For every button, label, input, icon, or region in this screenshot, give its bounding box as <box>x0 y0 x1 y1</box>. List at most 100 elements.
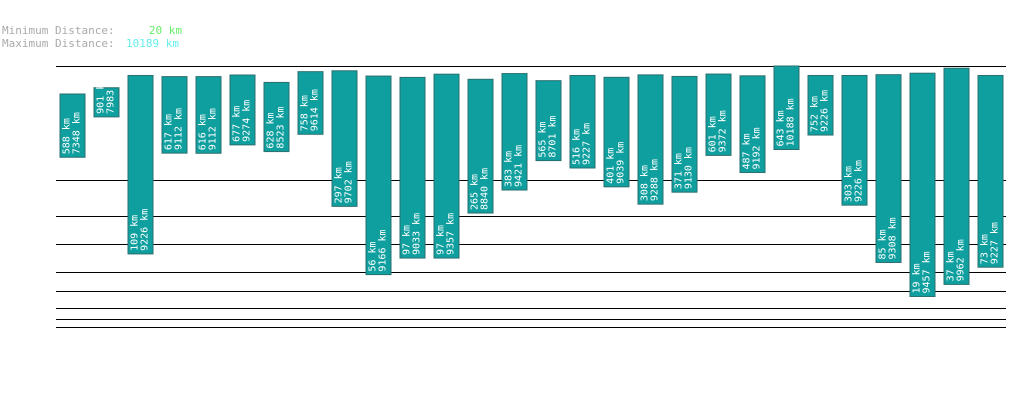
bar-rect <box>263 81 290 153</box>
bar-rect <box>297 71 324 135</box>
bar-rect <box>637 74 664 205</box>
bar-max-label: 9112 km <box>174 108 185 150</box>
bar-16: 516 km 9227 km <box>569 74 596 169</box>
bar-min-label: 565 km <box>538 121 549 157</box>
bar-rect <box>467 78 494 214</box>
bar-21: 487 km 9192 km <box>739 75 766 174</box>
max-distance-label: Maximum Distance: <box>2 37 115 50</box>
bar-max-label: 9227 km <box>990 222 1001 264</box>
bar-1: 588 km 7348 km <box>59 93 86 158</box>
bar-min-label: 643 km <box>776 110 787 146</box>
min-distance-value: 20 km <box>148 24 182 37</box>
bar-rect <box>229 74 256 146</box>
min-distance-label: Minimum Distance: <box>2 24 115 37</box>
bar-15: 565 km 8701 km <box>535 80 562 162</box>
bar-18: 308 km 9288 km <box>637 74 664 205</box>
bar-min-label: 617 km <box>164 114 175 150</box>
bar-min-label: 677 km <box>232 106 243 142</box>
bar-rect <box>909 72 936 297</box>
min-distance-row: Minimum Distance: 20 km <box>2 24 182 37</box>
bar-max-label: 9166 km <box>378 229 389 271</box>
bar-max-label: 9614 km <box>310 89 321 131</box>
bar-27: 37 km 9962 km <box>943 67 970 285</box>
bar-max-label: 9702 km <box>344 161 355 203</box>
bar-min-label: 601 km <box>708 116 719 152</box>
bar-6: 677 km 9274 km <box>229 74 256 146</box>
bar-min-label: 401 km <box>606 148 617 184</box>
bar-max-label: 9033 km <box>412 213 423 255</box>
bar-min-label: 516 km <box>572 129 583 165</box>
bar-rect <box>501 73 528 191</box>
bar-min-label: 37 km <box>946 251 957 281</box>
bar-max-label: 9357 km <box>446 213 457 255</box>
bar-rect <box>535 80 562 162</box>
bar-19: 371 km 9130 km <box>671 75 698 193</box>
bar-10: 56 km 9166 km <box>365 75 392 276</box>
bar-min-label: 97 km <box>436 225 447 255</box>
bar-max-label: 9421 km <box>514 145 525 187</box>
max-distance-row: Maximum Distance: 10189 km <box>2 37 182 50</box>
bar-min-label: 628 km <box>266 112 277 148</box>
bar-5: 616 km 9112 km <box>195 76 222 154</box>
bar-25: 85 km 9308 km <box>875 74 902 263</box>
bar-min-label: 19 km <box>912 263 923 293</box>
bar-26: 19 km 9457 km <box>909 72 936 297</box>
bar-rect <box>93 87 120 118</box>
bar-rect <box>807 74 834 136</box>
bar-max-label: 9457 km <box>922 251 933 293</box>
bar-rect <box>773 65 800 150</box>
bar-rect <box>365 75 392 276</box>
bar-max-label: 8523 km <box>276 106 287 148</box>
bar-rect <box>399 76 426 259</box>
bar-min-label: 758 km <box>300 95 311 131</box>
bar-min-label: 85 km <box>878 229 889 259</box>
bar-14: 383 km 9421 km <box>501 73 528 191</box>
bar-22: 643 km 10188 km <box>773 65 800 150</box>
bar-rect <box>739 75 766 174</box>
bar-rect <box>977 74 1004 268</box>
bar-2: 901 km 7983 km <box>93 72 120 118</box>
bar-rect <box>59 93 86 158</box>
bar-min-label: 303 km <box>844 166 855 202</box>
bar-min-label: 297 km <box>334 167 345 203</box>
bar-max-label: 7983 km <box>106 72 117 114</box>
bar-28: 73 km 9227 km <box>977 74 1004 268</box>
bar-rect <box>195 76 222 154</box>
bar-min-label: 371 km <box>674 153 685 189</box>
bar-min-label: 109 km <box>130 215 141 251</box>
bar-11: 97 km 9033 km <box>399 76 426 259</box>
distance-header: Minimum Distance: 20 km Maximum Distance:… <box>2 24 182 50</box>
bar-max-label: 8701 km <box>548 115 559 157</box>
bar-min-label: 901 km <box>96 78 107 114</box>
bar-17: 401 km 9039 km <box>603 76 630 188</box>
bar-min-label: 265 km <box>470 174 481 210</box>
bar-max-label: 9112 km <box>208 108 219 150</box>
bar-max-label: 9372 km <box>718 110 729 152</box>
bar-4: 617 km 9112 km <box>161 76 188 154</box>
bar-rect <box>433 73 460 259</box>
bar-max-label: 9226 km <box>140 209 151 251</box>
bar-min-label: 588 km <box>62 118 73 154</box>
bar-max-label: 10188 km <box>786 98 797 146</box>
bar-3: 109 km 9226 km <box>127 74 154 255</box>
bar-max-label: 9288 km <box>650 159 661 201</box>
bar-max-label: 9226 km <box>854 160 865 202</box>
bar-rect <box>841 74 868 206</box>
bar-max-label: 9192 km <box>752 127 763 169</box>
bar-rect <box>603 76 630 188</box>
bar-8: 758 km 9614 km <box>297 71 324 135</box>
bar-23: 752 km 9226 km <box>807 74 834 136</box>
bar-max-label: 9039 km <box>616 142 627 184</box>
bar-max-label: 9226 km <box>820 90 831 132</box>
bar-max-label: 9227 km <box>582 123 593 165</box>
grid-lines <box>56 66 1006 328</box>
bar-9: 297 km 9702 km <box>331 70 358 207</box>
bar-7: 628 km 8523 km <box>263 81 290 153</box>
bar-13: 265 km 8840 km <box>467 78 494 214</box>
bar-rect <box>875 74 902 263</box>
bar-24: 303 km 9226 km <box>841 74 868 206</box>
bar-max-label: 9308 km <box>888 217 899 259</box>
bar-max-label: 7348 km <box>72 112 83 154</box>
bar-max-label: 9962 km <box>956 239 967 281</box>
